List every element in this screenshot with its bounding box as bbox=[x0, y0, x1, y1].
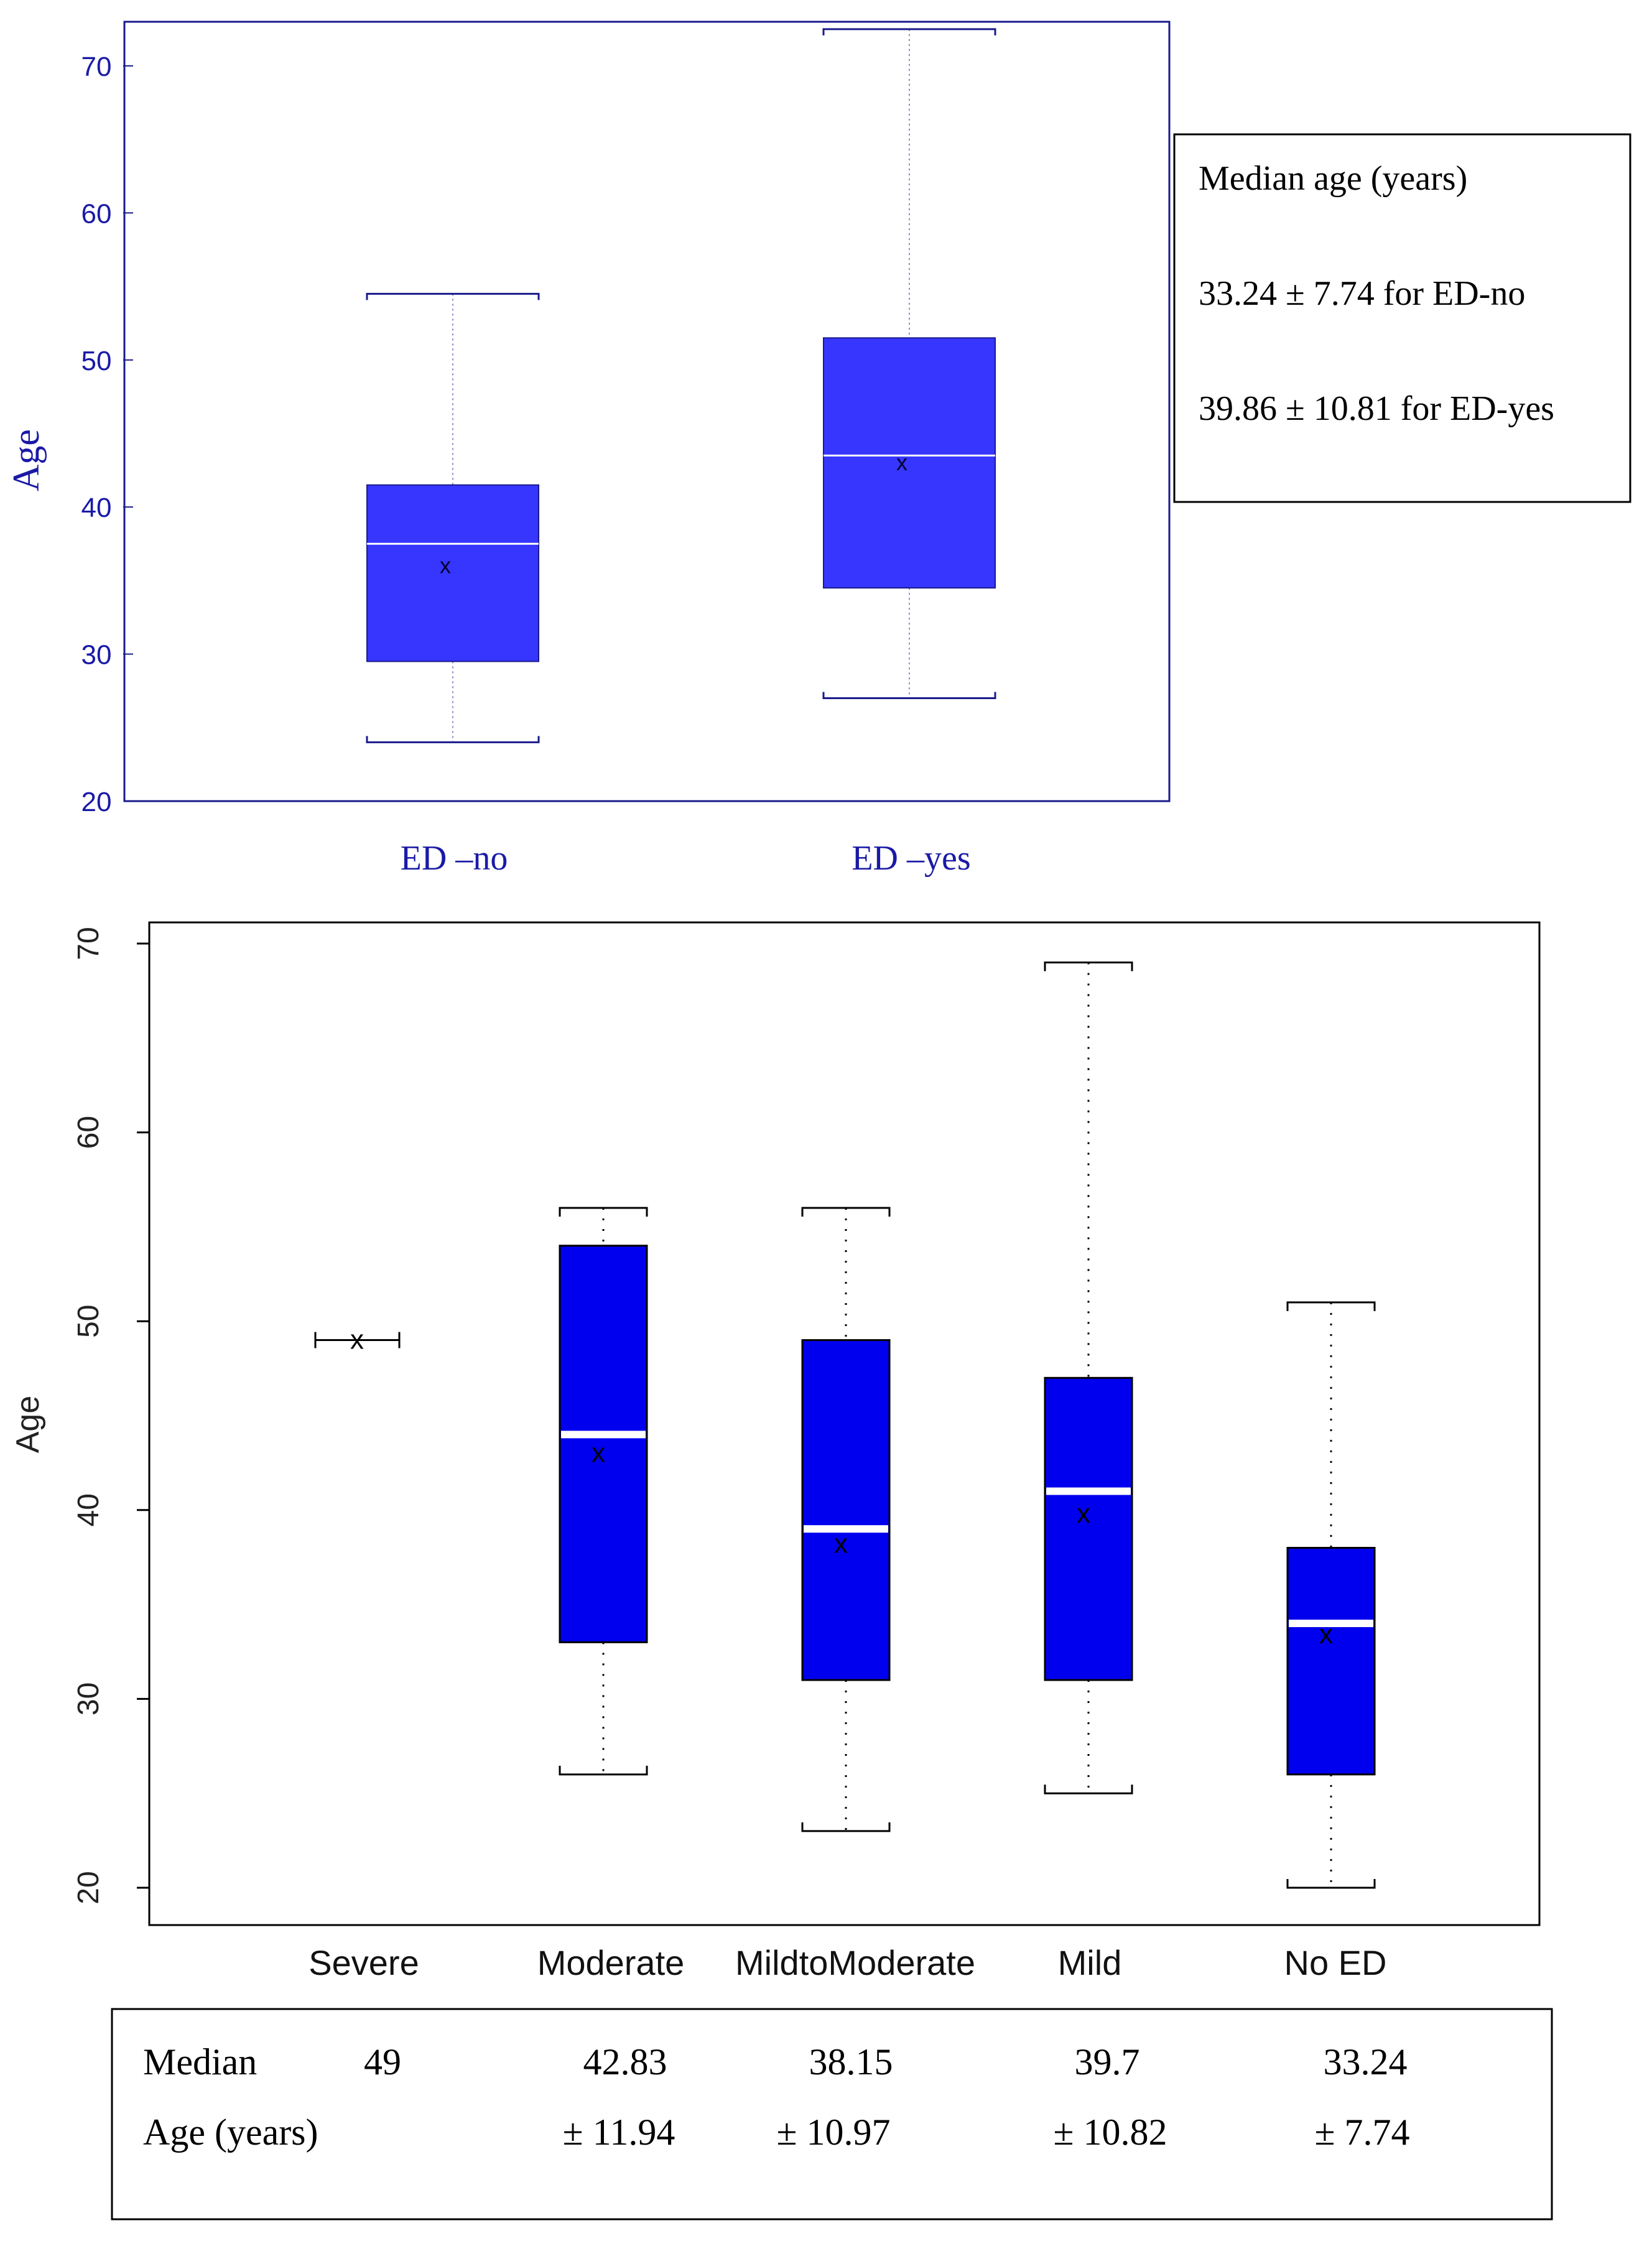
single-value-whisker bbox=[314, 1332, 401, 1348]
legend-line-ed-yes: 39.86 ± 10.81 for ED-yes bbox=[1199, 389, 1554, 428]
lower-whisker-cap bbox=[366, 736, 540, 743]
table-sd-value: ± 10.82 bbox=[1054, 2112, 1167, 2153]
bottom-y-tick-label: 70 bbox=[72, 927, 105, 960]
table-median-value: 33.24 bbox=[1324, 2041, 1408, 2082]
lower-whisker-cap bbox=[801, 1822, 891, 1832]
mean-marker: x bbox=[1319, 1619, 1333, 1650]
legend-line-ed-no: 33.24 ± 7.74 for ED-no bbox=[1199, 274, 1525, 313]
table-cells: 49 42.83 38.15 39.7 33.24 ± 11.94 ± 10.97 ± 10.… bbox=[364, 2041, 1409, 2153]
top-legend-box: Median age (years) 33.24 ± 7.74 for ED-n… bbox=[1173, 133, 1631, 503]
bottom-x-label-moderate: Moderate bbox=[537, 1943, 685, 1982]
bottom-x-axis: Severe Moderate MildtoModerate Mild No ED bbox=[309, 1943, 1386, 1982]
bottom-y-tick-label: 40 bbox=[72, 1493, 105, 1526]
bottom-y-tick-label: 60 bbox=[72, 1116, 105, 1149]
table-sd-value: ± 11.94 bbox=[563, 2112, 675, 2153]
upper-whisker-cap bbox=[801, 1207, 891, 1217]
upper-whisker-cap bbox=[1044, 961, 1133, 972]
iqr-box bbox=[801, 1339, 891, 1681]
table-median-value: 38.15 bbox=[809, 2041, 893, 2082]
top-y-tick-label: 20 bbox=[81, 787, 112, 817]
bottom-box-mildtomoderate: x bbox=[801, 1207, 891, 1832]
top-y-tick-label: 30 bbox=[81, 640, 112, 671]
legend-title: Median age (years) bbox=[1199, 159, 1467, 198]
bottom-y-tick-label: 50 bbox=[72, 1305, 105, 1338]
mean-marker: x bbox=[1077, 1498, 1090, 1529]
mean-marker: x bbox=[592, 1438, 605, 1469]
bottom-y-tick-label: 20 bbox=[72, 1871, 105, 1904]
top-plot-frame bbox=[123, 21, 1171, 802]
upper-whisker-cap bbox=[366, 292, 540, 300]
bottom-box-no-ed: x bbox=[1286, 1301, 1376, 1889]
mean-marker: x bbox=[350, 1325, 364, 1355]
top-x-label-ed-no: ED –no bbox=[401, 839, 508, 878]
table-sd-value: ± 10.97 bbox=[777, 2112, 891, 2153]
top-boxes: xx bbox=[366, 28, 996, 743]
table-median-value: 42.83 bbox=[583, 2041, 667, 2082]
bottom-x-label-mild: Mild bbox=[1058, 1943, 1122, 1982]
bottom-y-tick-label: 30 bbox=[72, 1682, 105, 1715]
bottom-boxplot-chart: 20 30 40 50 60 70 x x x x x Severe Moderate MildtoM… bbox=[10, 921, 1553, 2220]
bottom-x-label-mildtomoderate: MildtoModerate bbox=[735, 1943, 975, 1982]
upper-whisker-cap bbox=[1286, 1301, 1376, 1311]
bottom-x-label-severe: Severe bbox=[309, 1943, 419, 1982]
bottom-y-axis-label: Age bbox=[10, 1396, 46, 1454]
bottom-box-moderate: x bbox=[559, 1207, 648, 1776]
top-box-ed-no: x bbox=[366, 292, 540, 743]
mean-marker: x bbox=[834, 1528, 848, 1559]
mean-marker: x bbox=[440, 553, 451, 578]
bottom-box-mild: x bbox=[1044, 961, 1133, 1794]
iqr-box bbox=[1044, 1376, 1133, 1681]
top-y-tick-label: 60 bbox=[81, 198, 112, 229]
top-x-label-ed-yes: ED –yes bbox=[852, 839, 970, 878]
iqr-box bbox=[366, 484, 539, 662]
lower-whisker-cap bbox=[1044, 1784, 1133, 1794]
lower-whisker-cap bbox=[1286, 1879, 1376, 1889]
bottom-y-axis: 20 30 40 50 60 70 bbox=[72, 927, 151, 1905]
top-y-axis: 20 30 40 50 60 70 bbox=[81, 52, 133, 817]
bottom-box-severe: x bbox=[314, 1325, 401, 1355]
lower-whisker-cap bbox=[559, 1765, 648, 1776]
top-y-axis-label: Age bbox=[6, 429, 47, 491]
bottom-boxes: x x x x x bbox=[314, 961, 1376, 1889]
iqr-box bbox=[823, 337, 996, 589]
table-median-value: 49 bbox=[364, 2041, 401, 2082]
table-row-label-age: Age (years) bbox=[143, 2112, 318, 2153]
top-y-tick-label: 40 bbox=[81, 493, 112, 523]
top-box-ed-yes: x bbox=[822, 28, 996, 700]
upper-whisker-cap bbox=[822, 28, 996, 35]
top-y-tick-label: 50 bbox=[81, 346, 112, 376]
table-sd-value: ± 7.74 bbox=[1315, 2112, 1410, 2153]
table-median-value: 39.7 bbox=[1075, 2041, 1140, 2082]
lower-whisker-cap bbox=[822, 692, 996, 700]
table-row-label-median: Median bbox=[143, 2041, 257, 2082]
top-y-tick-label: 70 bbox=[81, 52, 112, 82]
summary-table: Median Age (years) 49 42.83 38.15 39.7 33.24… bbox=[111, 2008, 1553, 2220]
bottom-x-label-no-ed: No ED bbox=[1284, 1943, 1387, 1982]
iqr-box bbox=[559, 1245, 648, 1643]
iqr-box bbox=[1286, 1547, 1376, 1776]
mean-marker: x bbox=[896, 450, 907, 475]
upper-whisker-cap bbox=[559, 1207, 648, 1217]
